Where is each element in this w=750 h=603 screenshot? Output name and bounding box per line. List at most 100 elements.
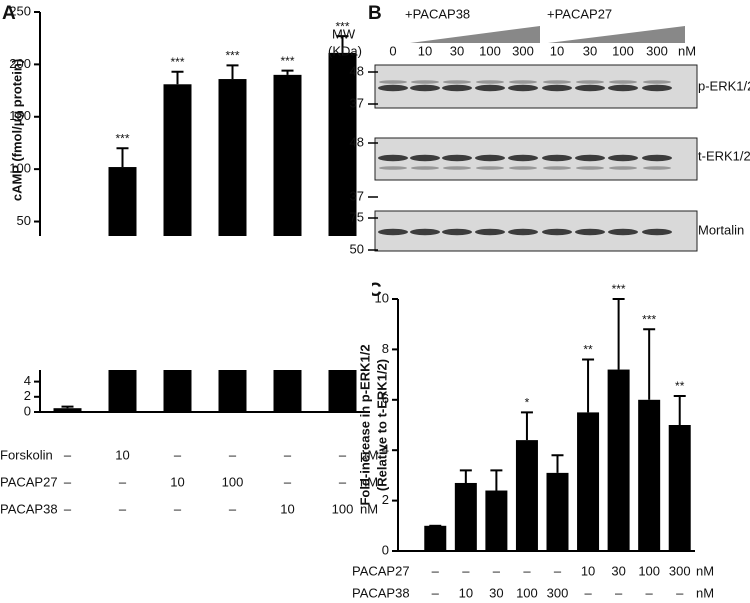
condition-value: – <box>119 474 127 489</box>
y-tick-label: 2 <box>382 492 389 507</box>
marker-label: 48 <box>350 63 364 78</box>
y-tick-label: 100 <box>9 161 31 176</box>
blot-band <box>542 228 572 236</box>
significance: *** <box>170 55 184 69</box>
significance: *** <box>642 312 656 326</box>
marker-label: 48 <box>350 134 364 149</box>
blot-band <box>411 80 439 84</box>
condition-value: – <box>615 585 623 600</box>
blot-band <box>508 154 538 162</box>
y-tick-label: 200 <box>9 56 31 71</box>
y-axis-label: Fold-increase in p-ERK1/2 <box>357 344 372 505</box>
condition-value: – <box>174 447 182 462</box>
condition-value: – <box>584 585 592 600</box>
lane-label: 30 <box>450 43 464 58</box>
bar <box>577 412 600 551</box>
condition-value: – <box>229 447 237 462</box>
blot-band <box>443 166 471 170</box>
significance: *** <box>115 131 129 145</box>
blot-band <box>476 80 504 84</box>
blot-band <box>608 154 638 162</box>
blot-band <box>542 84 572 92</box>
significance: *** <box>612 282 626 296</box>
significance: *** <box>280 54 294 68</box>
y-tick-label: 2 <box>24 388 31 403</box>
condition-value: – <box>284 474 292 489</box>
condition-name: Forskolin <box>0 447 53 462</box>
blot-band <box>609 166 637 170</box>
blot-band <box>410 84 440 92</box>
y-tick-label: 150 <box>9 108 31 123</box>
lane-label: 300 <box>512 43 534 58</box>
condition-unit: nM <box>360 474 378 489</box>
blot-label: Mortalin <box>698 222 744 237</box>
condition-value: 30 <box>489 585 503 600</box>
condition-value: – <box>284 447 292 462</box>
error-bar <box>551 454 564 473</box>
condition-unit: nM <box>696 585 714 600</box>
axis-break <box>30 236 372 370</box>
bar <box>424 525 447 551</box>
condition-name: PACAP27 <box>0 474 58 489</box>
blot-band <box>608 228 638 236</box>
condition-value: – <box>676 585 684 600</box>
blot-band <box>642 84 672 92</box>
blot-band <box>608 84 638 92</box>
error-bar <box>520 411 533 441</box>
blot-band <box>443 80 471 84</box>
blot-band <box>508 84 538 92</box>
y-tick-label: 8 <box>382 341 389 356</box>
bar <box>515 440 538 551</box>
condition-value: 100 <box>516 585 538 600</box>
blot-band <box>642 154 672 162</box>
blot-band <box>475 84 505 92</box>
lane-label: 10 <box>550 43 564 58</box>
y-tick-label: 0 <box>24 403 31 418</box>
condition-value: 100 <box>222 474 244 489</box>
error-bar <box>61 405 74 409</box>
error-bar <box>459 469 472 483</box>
condition-value: 10 <box>115 447 129 462</box>
wedge <box>410 26 540 43</box>
condition-value: – <box>432 563 440 578</box>
blot-band <box>475 154 505 162</box>
condition-value: – <box>462 563 470 578</box>
blot-band <box>379 80 407 84</box>
y-tick-label: 6 <box>382 391 389 406</box>
condition-value: – <box>174 501 182 516</box>
condition-value: 10 <box>459 585 473 600</box>
condition-value: – <box>119 501 127 516</box>
blot-band <box>643 80 671 84</box>
blot-band <box>475 228 505 236</box>
blot-band <box>509 166 537 170</box>
error-bar <box>171 70 184 85</box>
error-bar <box>673 395 686 425</box>
blot-band <box>576 80 604 84</box>
marker-label: 37 <box>350 95 364 110</box>
blot-band <box>411 166 439 170</box>
wedge-label: +PACAP27 <box>547 6 612 21</box>
condition-value: – <box>646 585 654 600</box>
blot-band <box>575 228 605 236</box>
condition-value: – <box>64 474 72 489</box>
condition-value: 10 <box>280 501 294 516</box>
blot-band <box>378 84 408 92</box>
blot-band <box>442 84 472 92</box>
blot-band <box>508 228 538 236</box>
blot-band <box>378 228 408 236</box>
blot-label: t-ERK1/2 <box>698 148 750 163</box>
blot-band <box>576 166 604 170</box>
bar <box>546 472 569 551</box>
blot-label: p-ERK1/2 <box>698 78 750 93</box>
condition-value: 30 <box>611 563 625 578</box>
bar <box>53 408 82 412</box>
condition-value: – <box>432 585 440 600</box>
lane-label: 0 <box>389 43 396 58</box>
blot-band <box>410 154 440 162</box>
condition-value: – <box>523 563 531 578</box>
mw-label: MW <box>332 26 356 41</box>
lane-label: 30 <box>583 43 597 58</box>
error-bar <box>281 69 294 75</box>
wedge <box>548 26 685 43</box>
